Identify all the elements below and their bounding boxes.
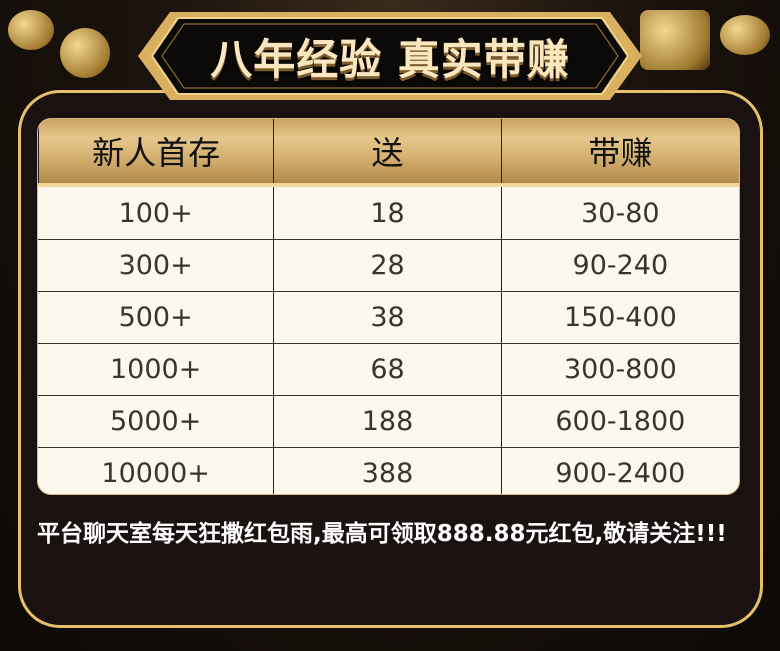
header-earn: 带赚: [500, 119, 739, 183]
earn-cell: 600-1800: [500, 396, 739, 447]
banner-title: 八年经验 真实带赚: [210, 34, 570, 84]
bonus-cell: 38: [273, 292, 500, 343]
deposit-bonus-table: 新人首存 送 带赚 100+ 18 30-80 300+ 28 90-240 500+ 38 1…: [37, 118, 740, 495]
earn-cell: 300-800: [500, 344, 739, 395]
bonus-cell: 68: [273, 344, 500, 395]
bonus-cell: 388: [273, 448, 500, 494]
gold-coins-decoration: [640, 10, 710, 70]
bonus-cell: 188: [273, 396, 500, 447]
table-row: 500+ 38 150-400: [38, 291, 739, 343]
deposit-cell: 300+: [118, 250, 193, 281]
deposit-cell: 100+: [118, 197, 193, 229]
table-row: 10000+ 388 900-2400: [38, 447, 739, 494]
bonus-cell: 18: [273, 187, 500, 239]
deposit-cell: 5000+: [109, 406, 202, 437]
gold-ball-decoration: [60, 28, 110, 78]
table-row: 300+ 28 90-240: [38, 239, 739, 291]
table-row: 5000+ 188 600-1800: [38, 395, 739, 447]
table-row: 1000+ 68 300-800: [38, 343, 739, 395]
table-header: 新人首存 送 带赚: [38, 119, 739, 187]
earn-cell: 90-240: [500, 240, 739, 291]
gold-ingot-decoration: [720, 15, 770, 55]
deposit-cell: 10000+: [101, 458, 210, 489]
table-row: 100+ 18 30-80: [38, 187, 739, 239]
deposit-cell: 500+: [118, 302, 193, 333]
header-deposit: 新人首存: [38, 119, 273, 183]
header-bonus: 送: [273, 119, 500, 183]
bonus-cell: 28: [273, 240, 500, 291]
earn-cell: 30-80: [500, 187, 739, 239]
gold-ingot-decoration: [8, 10, 54, 50]
earn-cell: 900-2400: [500, 448, 739, 494]
deposit-cell: 1000+: [109, 354, 202, 385]
banner-frame: [138, 12, 642, 100]
promo-note: 平台聊天室每天狂撒红包雨,最高可领取888.88元红包,敬请关注!!!: [37, 521, 727, 547]
title-banner: 八年经验 真实带赚: [130, 10, 650, 102]
earn-cell: 150-400: [500, 292, 739, 343]
